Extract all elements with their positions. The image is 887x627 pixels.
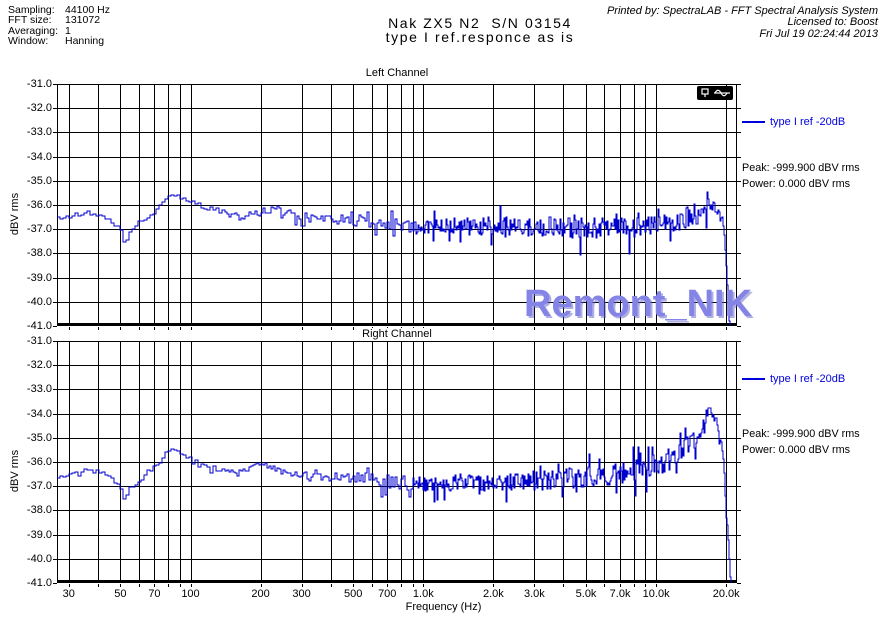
legend-label: type I ref -20dB bbox=[770, 116, 846, 128]
x-tick-label: 10.0k bbox=[642, 588, 670, 600]
param-label: Sampling: bbox=[8, 4, 55, 16]
x-tick-label: 30 bbox=[62, 588, 75, 600]
x-tick-label: 100 bbox=[181, 588, 200, 600]
legend-swatch bbox=[742, 121, 765, 123]
x-tick-label: 200 bbox=[251, 588, 270, 600]
y-tick-label: -39.0 bbox=[26, 528, 52, 541]
analysis-params: Sampling: 44100 Hz FFT size: 131072 Averagin… bbox=[8, 5, 110, 47]
y-tick-label: -33.0 bbox=[26, 383, 52, 396]
chart-title-right: Right Channel bbox=[57, 328, 737, 340]
x-axis-label: Frequency (Hz) bbox=[405, 601, 482, 613]
y-tick-label: -41.0 bbox=[26, 320, 52, 332]
peak-readout: Peak: -999.900 dBV rms bbox=[742, 162, 860, 174]
y-tick-label: -37.0 bbox=[26, 223, 52, 236]
x-tick-label: 7.0k bbox=[609, 588, 631, 600]
y-tick-label: -41.0 bbox=[26, 577, 52, 589]
y-axis-label: dBV rms bbox=[9, 192, 21, 236]
watermark: Remont_NIK bbox=[524, 283, 753, 325]
param-label: FFT size: bbox=[8, 14, 52, 27]
y-tick-label: -32.0 bbox=[26, 102, 52, 115]
y-tick-label: -32.0 bbox=[26, 359, 52, 372]
x-tick-label: 500 bbox=[344, 588, 363, 600]
x-tick-label: 300 bbox=[292, 588, 311, 600]
x-tick-label: 5.0k bbox=[575, 588, 597, 600]
printed-by: Printed by: SpectraLAB - FFT Spectral An… bbox=[606, 5, 878, 17]
licensed-to: Licensed to: Boost bbox=[787, 16, 878, 29]
y-tick-label: -34.0 bbox=[26, 150, 52, 163]
param-value: 1 bbox=[65, 24, 71, 37]
param-row: Sampling: 44100 Hz bbox=[8, 4, 110, 16]
print-info: Printed by: SpectraLAB - FFT Spectral An… bbox=[606, 5, 878, 40]
param-label: Averaging: bbox=[8, 24, 59, 37]
y-tick-label: -40.0 bbox=[26, 552, 52, 565]
chart-title-left: Left Channel bbox=[57, 67, 737, 79]
y-tick-label: -38.0 bbox=[26, 504, 52, 517]
y-tick-label: -31.0 bbox=[26, 335, 52, 347]
x-tick-label: 700 bbox=[378, 588, 397, 600]
y-tick-label: -37.0 bbox=[26, 480, 52, 493]
overlay-toolbar-icon[interactable] bbox=[697, 86, 733, 100]
chart-title-text: Left Channel bbox=[362, 67, 432, 79]
y-tick-label: -35.0 bbox=[26, 431, 52, 444]
param-row: Averaging: 1 bbox=[8, 24, 110, 37]
y-tick-label: -36.0 bbox=[26, 456, 52, 468]
y-tick-label: -34.0 bbox=[26, 407, 52, 420]
param-row: Window: Hanning bbox=[8, 35, 110, 48]
plot-right-channel bbox=[53, 341, 741, 587]
y-tick-label: -35.0 bbox=[26, 174, 52, 187]
power-readout: Power: 0.000 dBV rms bbox=[742, 178, 851, 190]
print-date: Fri Jul 19 02:24:44 2013 bbox=[759, 27, 878, 40]
x-tick-label: 2.0k bbox=[483, 588, 504, 600]
y-tick-label: -38.0 bbox=[26, 247, 52, 260]
x-tick-label: 3.0k bbox=[523, 588, 545, 600]
title-line1: Nak ZX5 N2 S/N 03154 bbox=[388, 15, 572, 31]
y-axis-label: dBV rms bbox=[9, 449, 21, 493]
param-value: 44100 Hz bbox=[65, 4, 110, 16]
x-tick-label: 20.0k bbox=[712, 588, 740, 600]
plot-left-channel bbox=[53, 84, 741, 330]
y-tick-label: -39.0 bbox=[26, 271, 52, 284]
legend-label: type I ref -20dB bbox=[770, 373, 846, 385]
y-tick-label: -36.0 bbox=[26, 199, 52, 211]
x-tick-label: 1.0k bbox=[412, 588, 434, 600]
param-label: Window: bbox=[8, 35, 49, 48]
x-tick-label: 50 bbox=[114, 588, 127, 600]
power-readout: Power: 0.000 dBV rms bbox=[742, 444, 851, 456]
param-value: 131072 bbox=[65, 14, 101, 27]
y-tick-label: -31.0 bbox=[26, 78, 52, 90]
chart-title-text: Right Channel bbox=[359, 328, 435, 340]
y-tick-label: -33.0 bbox=[26, 126, 52, 139]
document-title: Nak ZX5 N2 S/N 03154 type I ref.responce … bbox=[280, 15, 680, 45]
title-line2: type I ref.responce as is bbox=[385, 28, 575, 45]
param-row: FFT size: 131072 bbox=[8, 14, 110, 27]
peak-readout: Peak: -999.900 dBV rms bbox=[742, 428, 860, 440]
x-tick-label: 70 bbox=[148, 588, 161, 600]
legend-swatch bbox=[742, 378, 765, 380]
param-value: Hanning bbox=[65, 35, 105, 48]
y-tick-label: -40.0 bbox=[26, 295, 52, 308]
